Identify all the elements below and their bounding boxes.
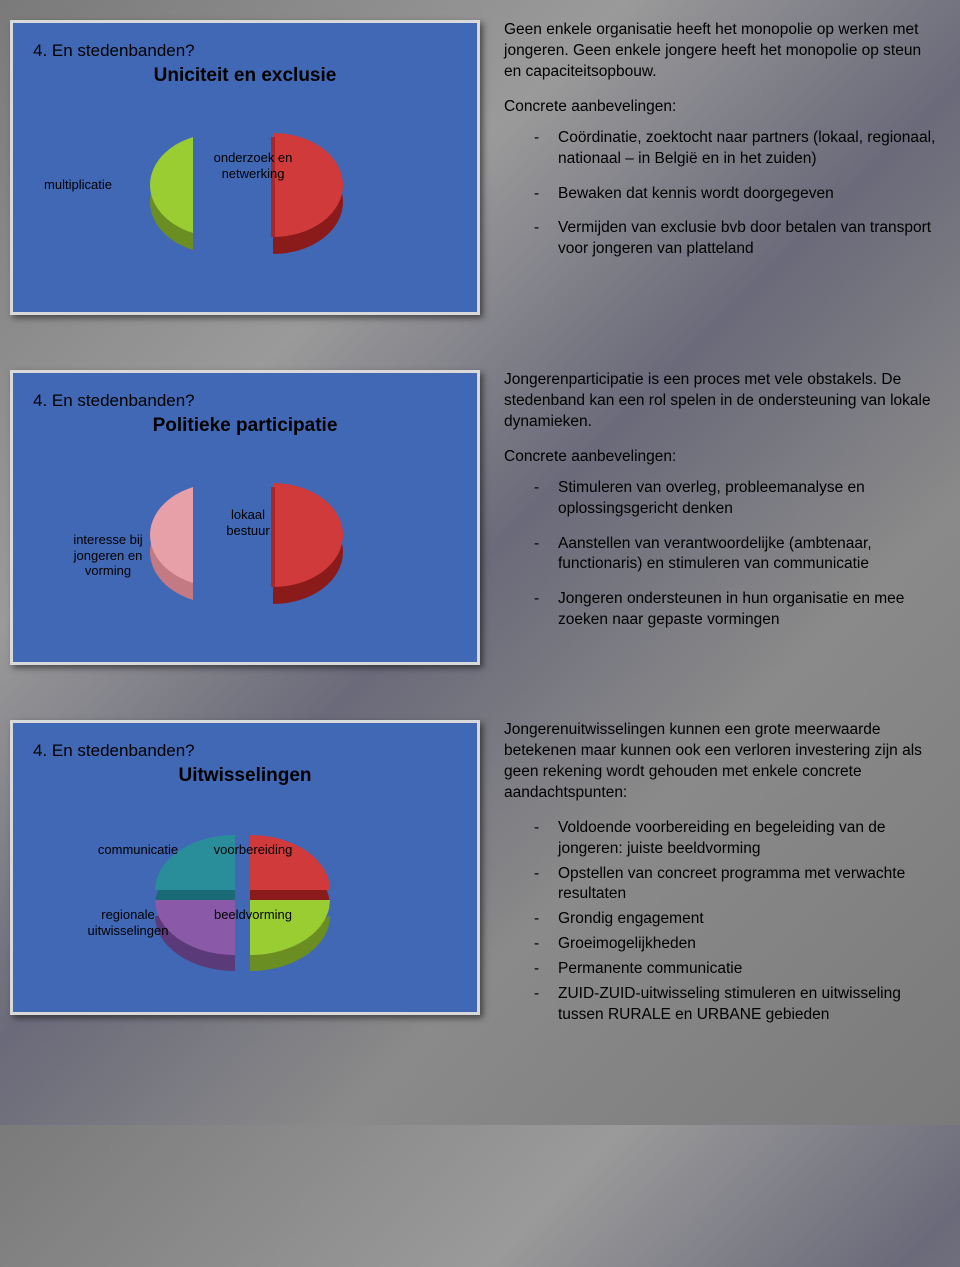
slide-uitwisselingen: 4. En stedenbanden? Uitwisselingen commu… [10, 720, 480, 1015]
bullet-item: -Aanstellen van verantwoordelijke (ambte… [504, 534, 940, 576]
slide-uniciteit: 4. En stedenbanden? Uniciteit en exclusi… [10, 20, 480, 315]
slide-subtitle: Uitwisselingen [33, 765, 457, 787]
dash-icon: - [534, 184, 558, 205]
pie-label-left: interesse bij jongeren en vorming [63, 532, 153, 579]
pie-label-right: lokaal bestuur [208, 507, 288, 538]
intro-text: Jongerenuitwisselingen kunnen een grote … [504, 720, 940, 804]
dash-icon: - [534, 534, 558, 576]
bullet-item: -Jongeren ondersteunen in hun organisati… [504, 589, 940, 631]
dash-icon: - [534, 589, 558, 631]
intro-text: Jongerenparticipatie is een proces met v… [504, 370, 940, 433]
pie-label-br: beeldvorming [203, 907, 303, 923]
bullet-item: -Vermijden van exclusie bvb door betalen… [504, 218, 940, 260]
dash-icon: - [534, 959, 558, 980]
split-pie-icon [105, 107, 385, 277]
dash-icon: - [534, 934, 558, 955]
section-3: 4. En stedenbanden? Uitwisselingen commu… [0, 720, 960, 1030]
pie-chart: interesse bij jongeren en vorming lokaal… [33, 452, 457, 632]
slide-title: 4. En stedenbanden? [33, 391, 457, 411]
slide-subtitle: Politieke participatie [33, 415, 457, 437]
pie-label-left: multiplicatie [33, 177, 123, 193]
bullet-item: -Permanente communicatie [504, 959, 940, 980]
pie-label-tr: voorbereiding [203, 842, 303, 858]
pie-label-bl: regionale uitwisselingen [73, 907, 183, 938]
slide-title: 4. En stedenbanden? [33, 41, 457, 61]
slide-subtitle: Uniciteit en exclusie [33, 65, 457, 87]
dash-icon: - [534, 909, 558, 930]
text-column-2: Jongerenparticipatie is een proces met v… [480, 370, 950, 665]
text-column-1: Geen enkele organisatie heeft het monopo… [480, 20, 950, 315]
text-column-3: Jongerenuitwisselingen kunnen een grote … [480, 720, 950, 1030]
bullet-item: -Groeimogelijkheden [504, 934, 940, 955]
pie-chart-quad: communicatie voorbereiding regionale uit… [33, 802, 457, 982]
bullet-item: -Coördinatie, zoektocht naar partners (l… [504, 128, 940, 170]
intro-text: Geen enkele organisatie heeft het monopo… [504, 20, 940, 83]
bullet-item: -ZUID-ZUID-uitwisseling stimuleren en ui… [504, 984, 940, 1026]
dash-icon: - [534, 218, 558, 260]
bullet-item: -Stimuleren van overleg, probleemanalyse… [504, 478, 940, 520]
bullet-item: -Bewaken dat kennis wordt doorgegeven [504, 184, 940, 205]
pie-chart: multiplicatie onderzoek en netwerking [33, 102, 457, 282]
pie-label-tl: communicatie [88, 842, 188, 858]
dash-icon: - [534, 984, 558, 1026]
slide-politieke: 4. En stedenbanden? Politieke participat… [10, 370, 480, 665]
dash-icon: - [534, 478, 558, 520]
bullet-item: -Opstellen van concreet programma met ve… [504, 864, 940, 906]
dash-icon: - [534, 128, 558, 170]
bullet-item: -Voldoende voorbereiding en begeleiding … [504, 818, 940, 860]
dash-icon: - [534, 864, 558, 906]
pie-label-right: onderzoek en netwerking [203, 150, 303, 181]
bullet-item: -Grondig engagement [504, 909, 940, 930]
section-2: 4. En stedenbanden? Politieke participat… [0, 370, 960, 665]
sub-heading: Concrete aanbevelingen: [504, 447, 940, 468]
slide-title: 4. En stedenbanden? [33, 741, 457, 761]
sub-heading: Concrete aanbevelingen: [504, 97, 940, 118]
section-1: 4. En stedenbanden? Uniciteit en exclusi… [0, 20, 960, 315]
quad-pie-icon [95, 805, 395, 980]
dash-icon: - [534, 818, 558, 860]
